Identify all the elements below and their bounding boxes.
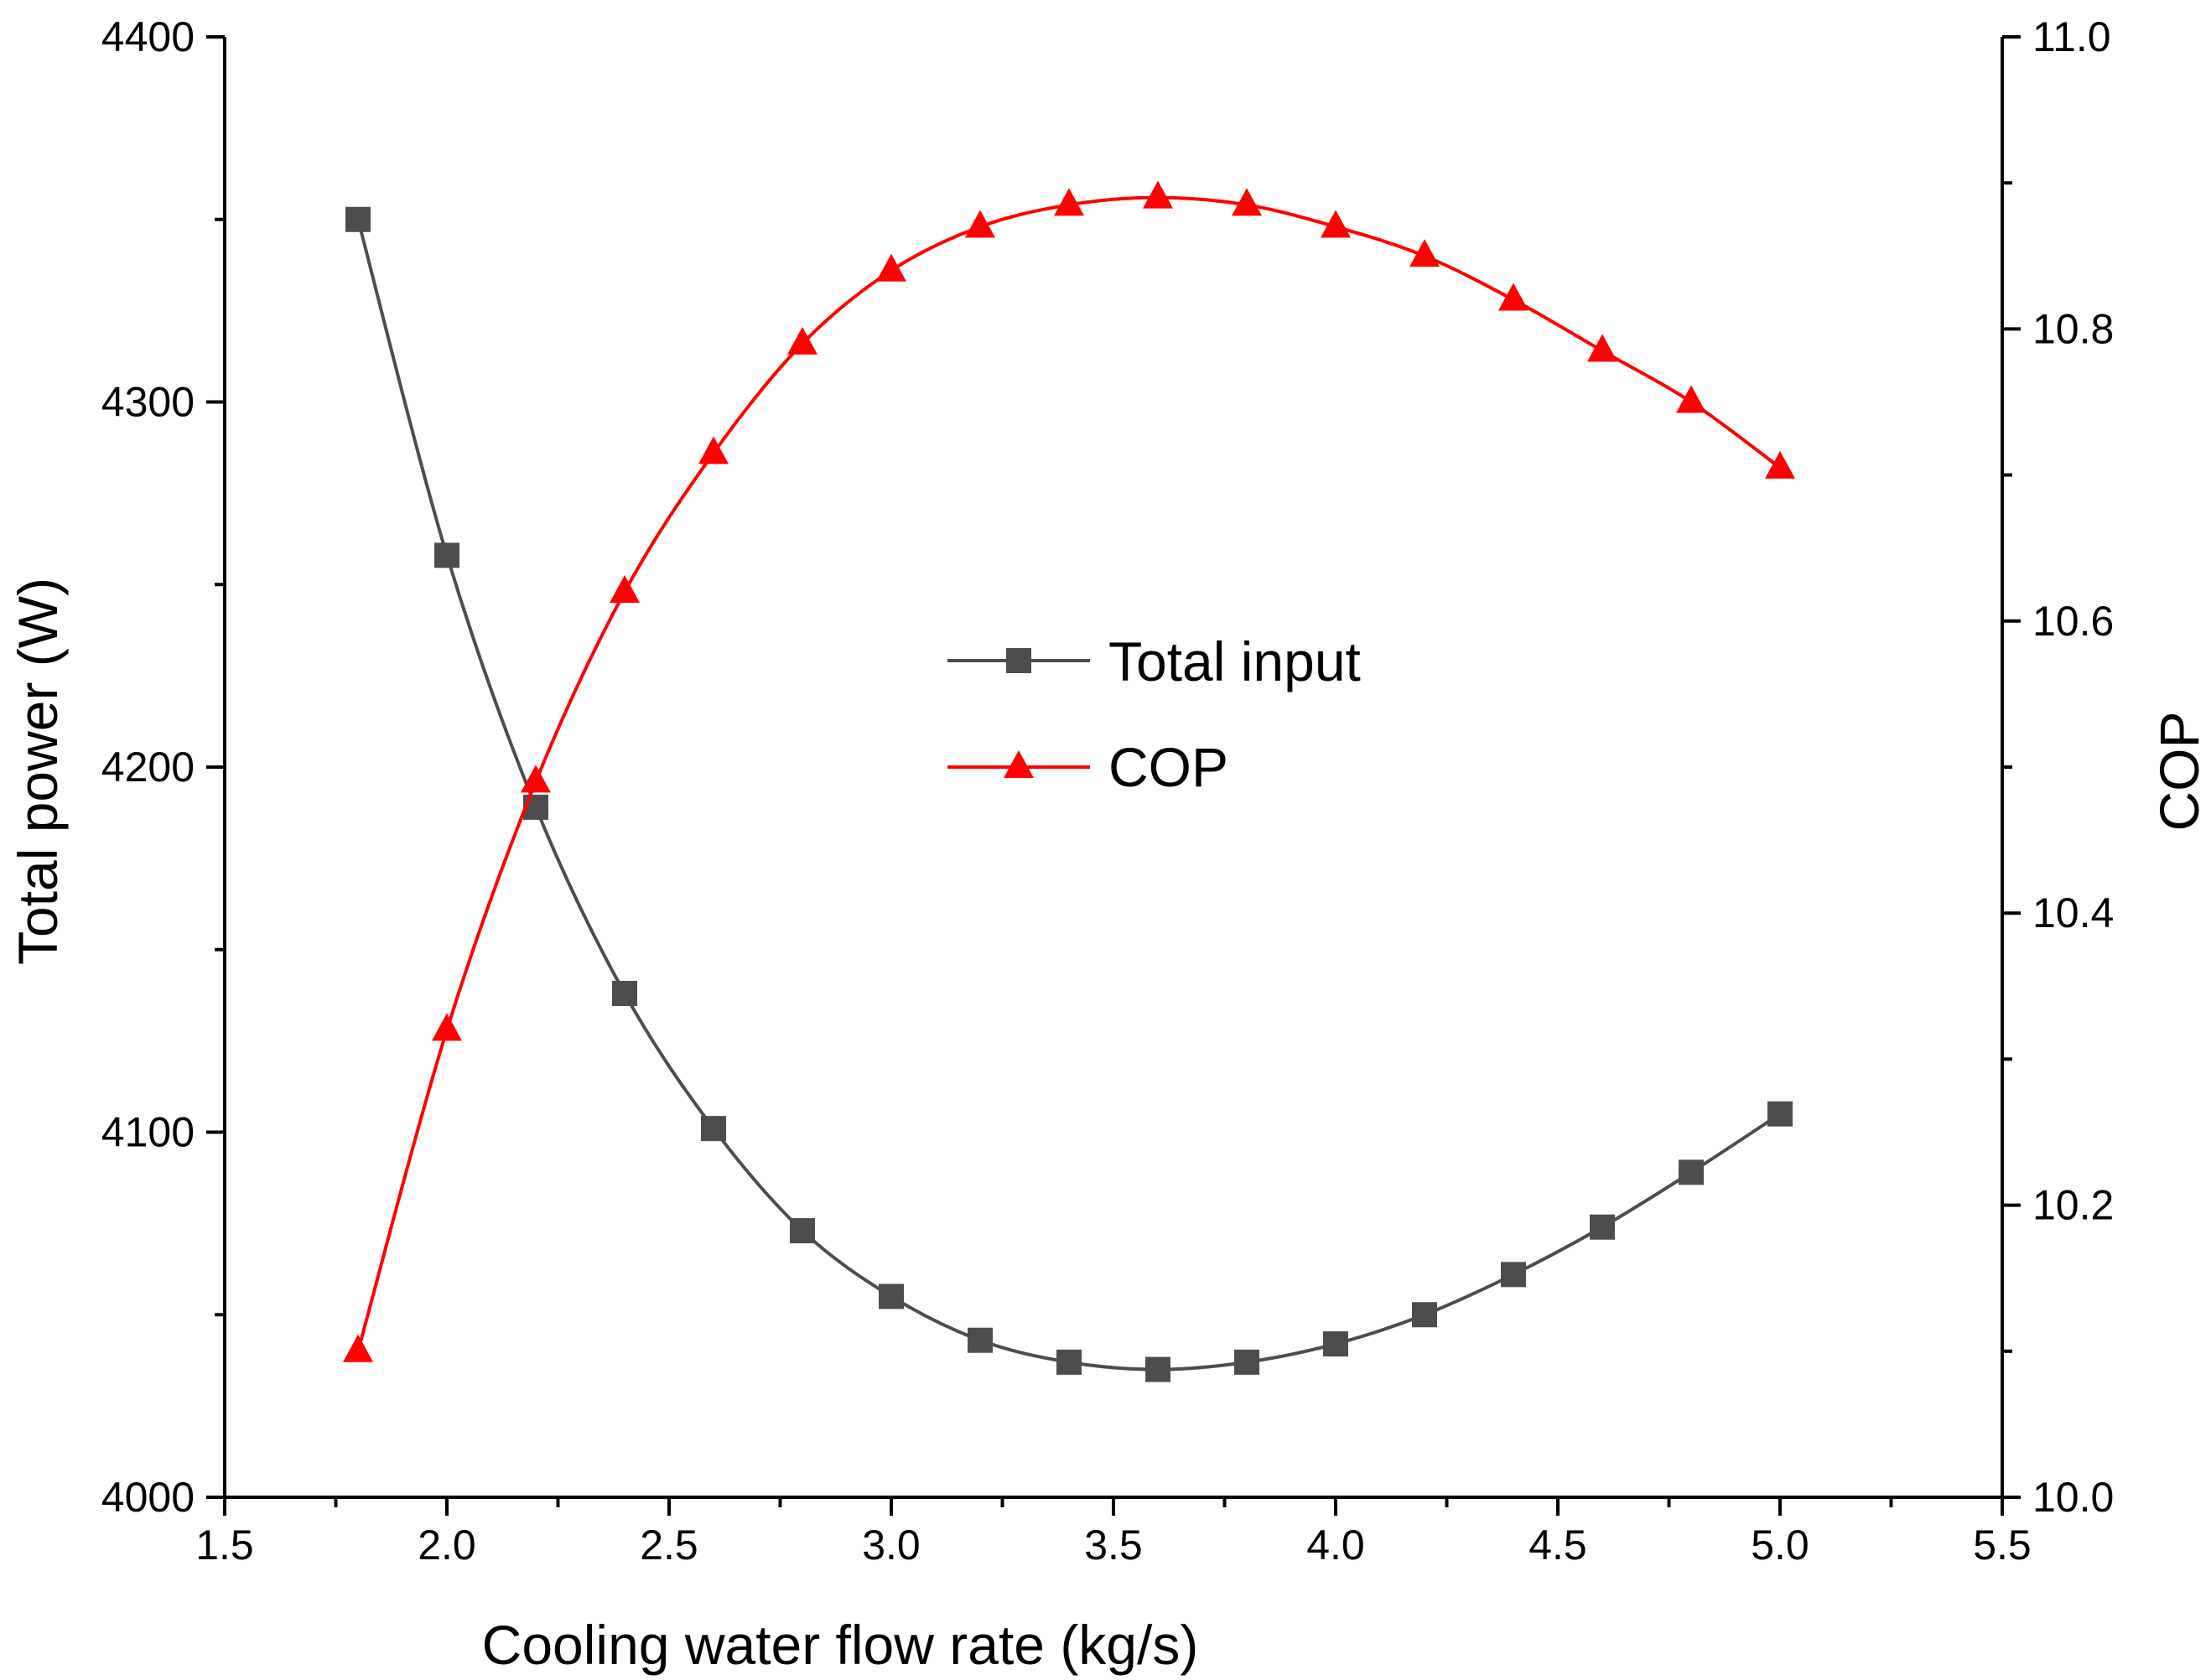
data-point-cop <box>1143 180 1173 209</box>
legend-label-cop: COP <box>1108 736 1228 798</box>
data-point-total-input <box>790 1218 815 1244</box>
data-point-total-input <box>1679 1159 1704 1185</box>
y-tick-label: 4300 <box>101 379 195 426</box>
data-point-cop <box>610 574 640 603</box>
x-tick-label: 3.0 <box>862 1522 921 1569</box>
data-point-cop <box>1498 283 1528 311</box>
data-point-cop <box>1587 334 1617 362</box>
data-point-cop <box>343 1334 373 1362</box>
x-tick-label: 2.0 <box>418 1522 476 1569</box>
data-point-cop <box>876 253 906 282</box>
legend-marker-total-input <box>1006 648 1031 673</box>
data-point-cop <box>1321 210 1351 238</box>
series-layer <box>343 180 1795 1382</box>
x-tick-label: 5.5 <box>1973 1522 2032 1569</box>
x-tick-label: 1.5 <box>195 1522 254 1569</box>
data-point-cop <box>1054 188 1084 216</box>
y-tick-label: 4200 <box>101 744 195 791</box>
y-tick-label: 4100 <box>101 1109 195 1156</box>
data-point-total-input <box>612 981 637 1007</box>
data-point-total-input <box>1501 1262 1526 1288</box>
data-point-total-input <box>345 206 371 232</box>
legend: Total input COP <box>947 630 1361 798</box>
data-point-total-input <box>879 1283 904 1309</box>
ticks: 1.5 2.0 2.5 3.0 3.5 4.0 4.5 5.0 5.5 4000 4100 4200 4… <box>101 13 2115 1569</box>
y2-tick-label: 10.4 <box>2032 889 2114 936</box>
series-line-cop <box>356 195 1782 1352</box>
data-point-total-input <box>1145 1356 1170 1382</box>
x-tick-label: 3.5 <box>1084 1522 1143 1569</box>
data-point-cop <box>1409 239 1440 267</box>
data-point-cop <box>521 765 551 793</box>
x-tick-label: 4.0 <box>1306 1522 1365 1569</box>
x-tick-label: 4.5 <box>1528 1522 1587 1569</box>
data-point-total-input <box>1234 1349 1259 1375</box>
y2-tick-label: 10.8 <box>2032 305 2114 352</box>
y2-tick-label: 11.0 <box>2032 13 2111 60</box>
x-axis-title: Cooling water flow rate (kg/s) <box>482 1614 1199 1676</box>
series-line-total-input <box>356 219 1782 1371</box>
data-point-cop <box>1676 385 1706 413</box>
data-point-total-input <box>1412 1302 1437 1328</box>
data-point-total-input <box>1056 1349 1082 1375</box>
data-point-cop <box>698 436 729 464</box>
y-tick-label: 4000 <box>101 1474 195 1521</box>
legend-marker-cop <box>1004 750 1034 778</box>
legend-label-total-input: Total input <box>1108 630 1361 692</box>
x-tick-label: 2.5 <box>640 1522 698 1569</box>
data-point-total-input <box>434 542 459 568</box>
y2-tick-label: 10.0 <box>2032 1474 2114 1521</box>
data-point-total-input <box>1590 1214 1615 1240</box>
data-point-total-input <box>1323 1331 1348 1357</box>
y-tick-label: 4400 <box>101 13 195 60</box>
y2-tick-label: 10.6 <box>2032 598 2114 645</box>
data-point-total-input <box>1767 1101 1793 1127</box>
data-point-cop <box>432 1013 462 1041</box>
data-point-cop <box>1232 188 1262 216</box>
x-tick-label: 5.0 <box>1751 1522 1809 1569</box>
data-point-total-input <box>968 1327 993 1353</box>
data-point-cop <box>787 326 817 355</box>
data-point-cop <box>965 210 995 238</box>
y-axis-title: Total power (W) <box>7 578 69 965</box>
data-point-cop <box>1765 450 1795 479</box>
y2-tick-label: 10.2 <box>2032 1182 2114 1229</box>
y2-axis-title: COP <box>2148 711 2210 831</box>
data-point-total-input <box>701 1116 726 1142</box>
